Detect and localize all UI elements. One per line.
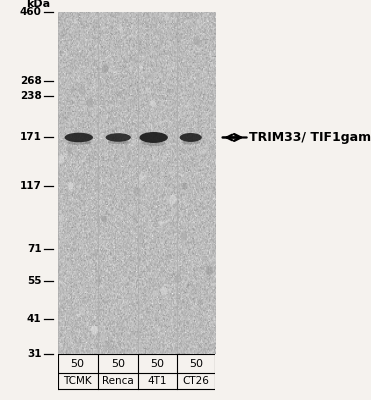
Ellipse shape xyxy=(180,133,202,142)
Ellipse shape xyxy=(65,133,93,142)
Ellipse shape xyxy=(67,140,91,145)
Ellipse shape xyxy=(108,140,129,144)
Text: Renca: Renca xyxy=(102,376,134,386)
Text: TRIM33/ TIF1gamma: TRIM33/ TIF1gamma xyxy=(249,131,371,144)
Ellipse shape xyxy=(142,141,166,146)
Text: TCMK: TCMK xyxy=(63,376,92,386)
Ellipse shape xyxy=(139,132,168,143)
Text: 50: 50 xyxy=(111,359,125,369)
Text: 41: 41 xyxy=(27,314,42,324)
Ellipse shape xyxy=(181,140,200,144)
Text: 55: 55 xyxy=(27,276,42,286)
Ellipse shape xyxy=(106,133,131,142)
Text: 50: 50 xyxy=(189,359,203,369)
Text: kDa: kDa xyxy=(26,0,50,8)
Text: 460: 460 xyxy=(20,7,42,17)
Text: CT26: CT26 xyxy=(183,376,209,386)
Text: 71: 71 xyxy=(27,244,42,254)
Text: 4T1: 4T1 xyxy=(148,376,167,386)
Text: 50: 50 xyxy=(71,359,85,369)
Text: 117: 117 xyxy=(20,180,42,190)
Text: 50: 50 xyxy=(150,359,164,369)
Text: 268: 268 xyxy=(20,76,42,86)
Text: 238: 238 xyxy=(20,90,42,100)
Text: 31: 31 xyxy=(27,349,42,359)
Text: 171: 171 xyxy=(20,132,42,142)
